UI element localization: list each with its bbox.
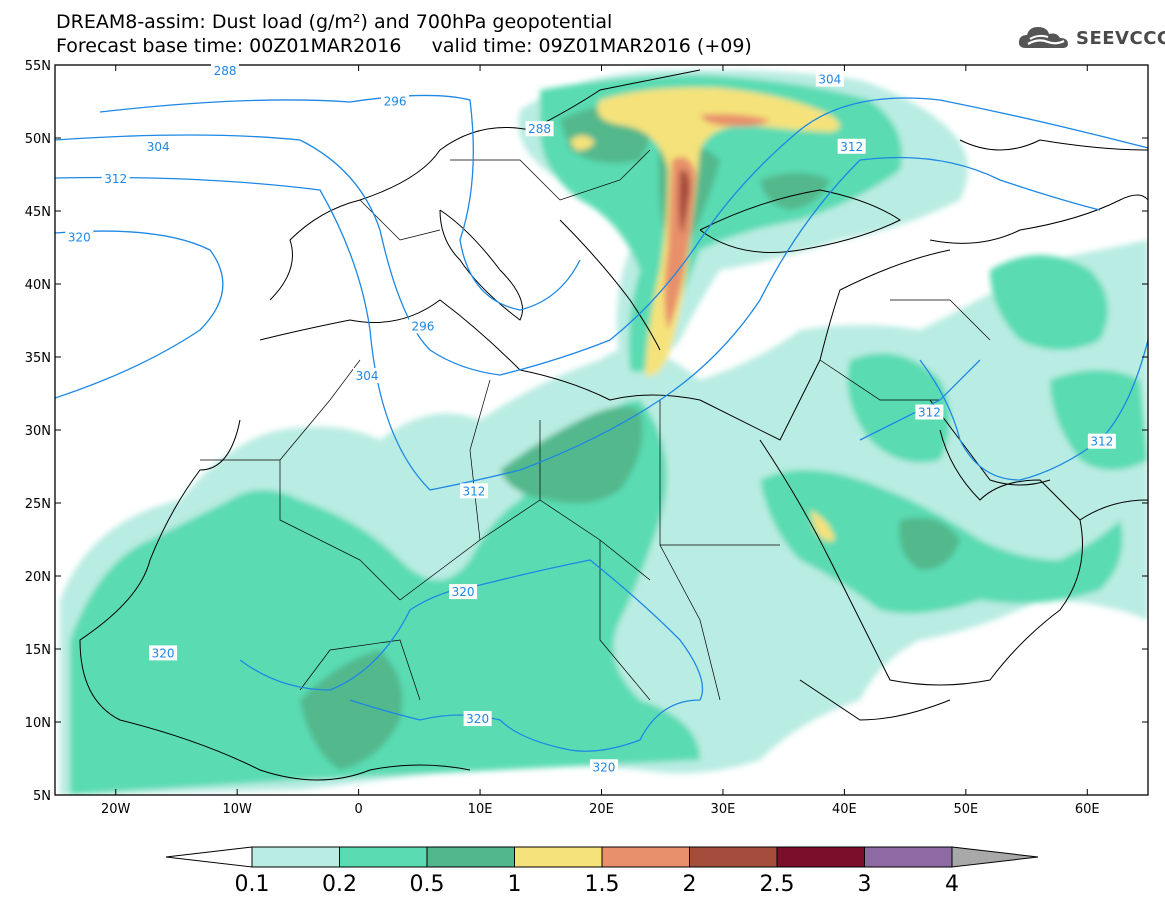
lat-tick-label: 30N bbox=[25, 424, 51, 439]
contour-label: 320 bbox=[452, 585, 475, 599]
contour-label: 296 bbox=[412, 319, 435, 333]
lon-tick-label: 20E bbox=[589, 802, 614, 817]
contour-label-bg bbox=[408, 318, 437, 334]
lon-tick-label: 60E bbox=[1075, 802, 1100, 817]
contour-label-bg bbox=[353, 367, 382, 383]
lat-tick-label: 25N bbox=[25, 497, 51, 512]
contour-label: 296 bbox=[384, 95, 407, 109]
contour-label-bg bbox=[463, 711, 492, 727]
lat-tick-label: 50N bbox=[25, 132, 51, 147]
colorbar-label: 1 bbox=[508, 872, 522, 897]
contour-label-bg bbox=[525, 121, 554, 137]
contour-label: 304 bbox=[818, 73, 841, 87]
dust-shading bbox=[60, 69, 1148, 795]
contour-label-bg bbox=[837, 138, 866, 154]
colorbar-label: 3 bbox=[858, 872, 872, 897]
contour-label: 288 bbox=[528, 122, 551, 136]
colorbar-low-triangle bbox=[165, 846, 253, 868]
lon-tick-label: 50E bbox=[953, 802, 978, 817]
contour-label: 320 bbox=[592, 760, 615, 774]
lat-tick-label: 10N bbox=[25, 716, 51, 731]
latitude-axis: 55N 50N 45N 40N 35N 30N 25N 20N 15N 10N 5N bbox=[25, 59, 1148, 804]
lat-tick-label: 20N bbox=[25, 570, 51, 585]
contour-label: 320 bbox=[466, 712, 489, 726]
contour-label: 312 bbox=[918, 405, 941, 419]
colorbar-swatch bbox=[339, 846, 428, 868]
contour-label: 312 bbox=[104, 172, 127, 186]
contour-label-bg bbox=[1087, 433, 1116, 449]
lon-tick-label: 30E bbox=[711, 802, 736, 817]
contour-label: 304 bbox=[356, 369, 379, 383]
lat-tick-label: 35N bbox=[25, 351, 51, 366]
contour-label-bg bbox=[381, 93, 410, 109]
country-borders bbox=[200, 149, 991, 701]
colorbar-label: 0.5 bbox=[410, 872, 445, 897]
logo-text: SEEVCCC bbox=[1076, 27, 1165, 49]
colorbar-swatch bbox=[601, 846, 690, 868]
cloud-icon bbox=[1018, 27, 1068, 48]
lat-tick-label: 5N bbox=[33, 789, 51, 804]
map-area bbox=[55, 65, 1148, 795]
lon-tick-label: 0 bbox=[354, 802, 362, 817]
contour-label: 288 bbox=[214, 64, 237, 78]
contour-label-bg bbox=[589, 759, 618, 775]
lon-tick-label: 10W bbox=[222, 802, 252, 817]
colorbar-swatch bbox=[251, 846, 340, 868]
seevccc-logo: SEEVCCC bbox=[1018, 24, 1165, 52]
colorbar-high-triangle bbox=[951, 846, 1039, 868]
dust-band-1 bbox=[570, 87, 840, 542]
contour-label: 312 bbox=[463, 484, 486, 498]
colorbar-label: 0.1 bbox=[235, 872, 270, 897]
colorbar: 0.1 0.2 0.5 1 1.5 2 2.5 3 4 bbox=[165, 846, 1039, 897]
contour-label: 312 bbox=[1090, 435, 1113, 449]
contour-label-bg bbox=[211, 62, 240, 78]
contour-labels: 288 296 304 312 320 288 304 312 296 304 312 312 312 3… bbox=[65, 62, 1116, 775]
colorbar-label: 4 bbox=[945, 872, 959, 897]
map-subtitle: Forecast base time: 00Z01MAR2016 valid t… bbox=[56, 35, 752, 57]
contour-label: 304 bbox=[147, 140, 170, 154]
colorbar-swatch bbox=[864, 846, 953, 868]
contour-label-bg bbox=[65, 229, 94, 245]
contour-label: 320 bbox=[152, 646, 175, 660]
contour-label-bg bbox=[459, 483, 488, 499]
colorbar-swatch bbox=[514, 846, 603, 868]
colorbar-swatch bbox=[776, 846, 865, 868]
colorbar-label: 0.2 bbox=[322, 872, 357, 897]
colorbar-label: 2.5 bbox=[760, 872, 795, 897]
colorbar-label: 1.5 bbox=[585, 872, 620, 897]
coastlines bbox=[79, 69, 1148, 781]
contour-label: 312 bbox=[840, 140, 863, 154]
contour-label-bg bbox=[144, 138, 173, 154]
contour-label-bg bbox=[915, 404, 944, 420]
contour-label-bg bbox=[149, 645, 178, 661]
lat-tick-label: 15N bbox=[25, 643, 51, 658]
contour-label-bg bbox=[449, 584, 478, 600]
colorbar-swatch bbox=[689, 846, 778, 868]
longitude-axis: 20W 10W 0 10E 20E 30E 40E 50E 60E bbox=[101, 65, 1100, 817]
lon-tick-label: 20W bbox=[101, 802, 131, 817]
dust-band-2 bbox=[678, 169, 690, 235]
geopotential-contours bbox=[55, 94, 1148, 752]
contour-label-bg bbox=[101, 170, 130, 186]
colorbar-swatch bbox=[426, 846, 515, 868]
map-title: DREAM8-assim: Dust load (g/m²) and 700hP… bbox=[56, 11, 613, 33]
lon-tick-label: 10E bbox=[468, 802, 493, 817]
contour-label-bg bbox=[815, 71, 844, 87]
lat-tick-label: 40N bbox=[25, 278, 51, 293]
lat-tick-label: 55N bbox=[25, 59, 51, 74]
contour-label: 320 bbox=[68, 230, 91, 244]
lon-tick-label: 40E bbox=[832, 802, 857, 817]
lat-tick-label: 45N bbox=[25, 205, 51, 220]
colorbar-label: 2 bbox=[683, 872, 697, 897]
